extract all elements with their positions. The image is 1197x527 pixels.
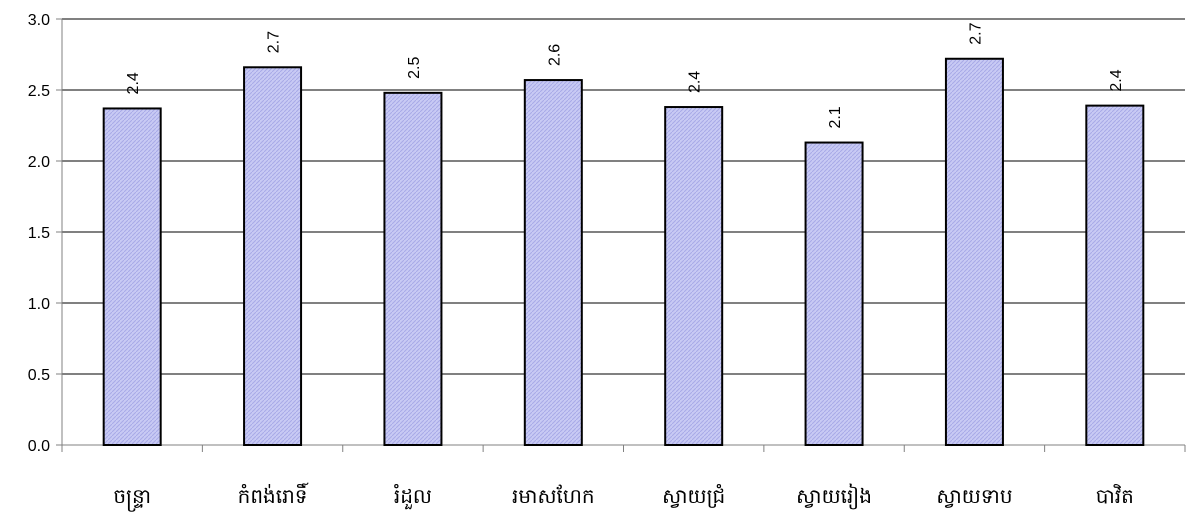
data-label: 2.4 — [1108, 69, 1125, 91]
bars — [102, 57, 1145, 447]
bar — [804, 141, 864, 446]
bar — [664, 106, 724, 446]
bar — [944, 57, 1004, 446]
data-label: 2.4 — [687, 71, 704, 93]
x-tick-label: កំពង់រោទិ៍ — [238, 482, 309, 508]
data-label: 2.1 — [827, 106, 844, 128]
y-tick-label: 1.5 — [28, 225, 50, 242]
y-tick-label: 3.0 — [28, 12, 50, 29]
x-tick-label: ស្វាយជ្រំ — [662, 483, 725, 508]
x-tick-label: ស្វាយទាប — [936, 484, 1012, 508]
y-tick-label: 2.0 — [28, 154, 50, 171]
axes — [56, 18, 1186, 452]
bar — [523, 79, 583, 446]
data-label: 2.5 — [406, 56, 423, 78]
data-label: 2.4 — [125, 72, 142, 94]
bar — [1085, 104, 1145, 447]
bar — [102, 107, 162, 447]
y-tick-label: 2.5 — [28, 83, 50, 100]
x-tick-labels: ចន្ទ្រា កំពង់រោទិ៍ រំដួល រមាសហែក ស្វាយជ្រំ ស្… — [113, 482, 1134, 512]
x-tick-label: រមាសហែក — [512, 484, 595, 508]
x-tick-label: ចន្ទ្រា — [113, 484, 151, 512]
x-tick-label: រំដួល — [393, 483, 432, 510]
data-label: 2.7 — [967, 22, 984, 44]
data-label: 2.7 — [266, 31, 283, 53]
y-tick-label: 0.5 — [28, 367, 50, 384]
bar — [243, 66, 303, 446]
y-tick-labels: 0.0 0.5 1.0 1.5 2.0 2.5 3.0 — [28, 12, 50, 455]
y-tick-label: 1.0 — [28, 296, 50, 313]
y-tick-label: 0.0 — [28, 438, 50, 455]
gridlines — [62, 18, 1185, 375]
x-tick-label: បាវិត — [1096, 483, 1134, 508]
x-tick-label: ស្វាយរៀង — [796, 483, 872, 510]
data-label: 2.6 — [546, 44, 563, 66]
bar — [383, 91, 443, 446]
data-labels: 2.4 2.7 2.5 2.6 2.4 2.1 2.7 2.4 — [125, 22, 1125, 128]
